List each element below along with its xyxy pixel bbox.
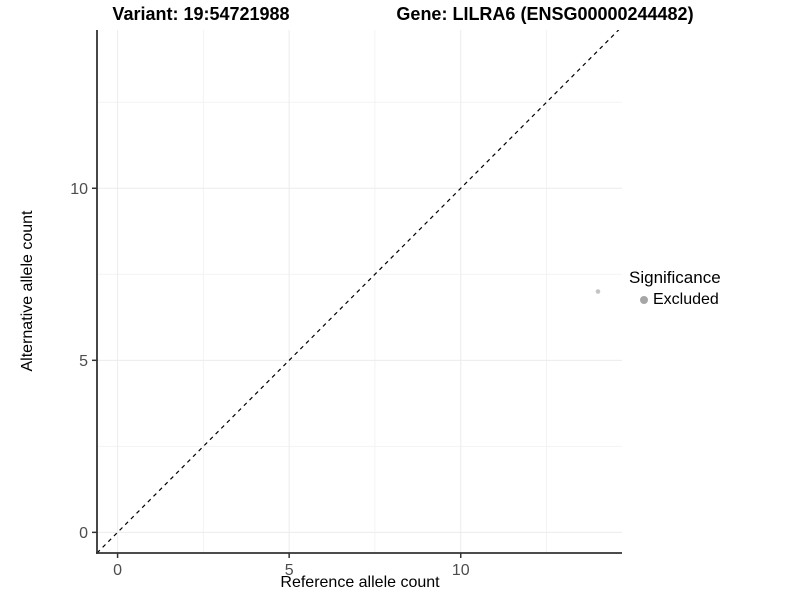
x-tick-label: 5 bbox=[285, 562, 294, 579]
y-tick-label: 0 bbox=[79, 525, 88, 542]
x-axis-title: Reference allele count bbox=[280, 574, 440, 591]
y-tick-label: 5 bbox=[79, 353, 88, 370]
x-tick-label: 10 bbox=[452, 562, 470, 579]
legend: Significance Excluded bbox=[629, 268, 721, 309]
legend-title: Significance bbox=[629, 268, 721, 287]
y-axis-title: Alternative allele count bbox=[19, 210, 36, 372]
y-tick-label: 10 bbox=[70, 181, 88, 198]
excluded-point-icon bbox=[640, 296, 648, 304]
x-tick-label: 0 bbox=[113, 562, 122, 579]
legend-entry-excluded: Excluded bbox=[640, 291, 721, 309]
variant-title: Variant: 19:54721988 bbox=[112, 4, 290, 24]
gene-title: Gene: LILRA6 (ENSG00000244482) bbox=[396, 4, 694, 24]
data-point bbox=[595, 289, 601, 294]
identity-line bbox=[97, 30, 620, 553]
legend-entry-label: Excluded bbox=[653, 291, 719, 308]
